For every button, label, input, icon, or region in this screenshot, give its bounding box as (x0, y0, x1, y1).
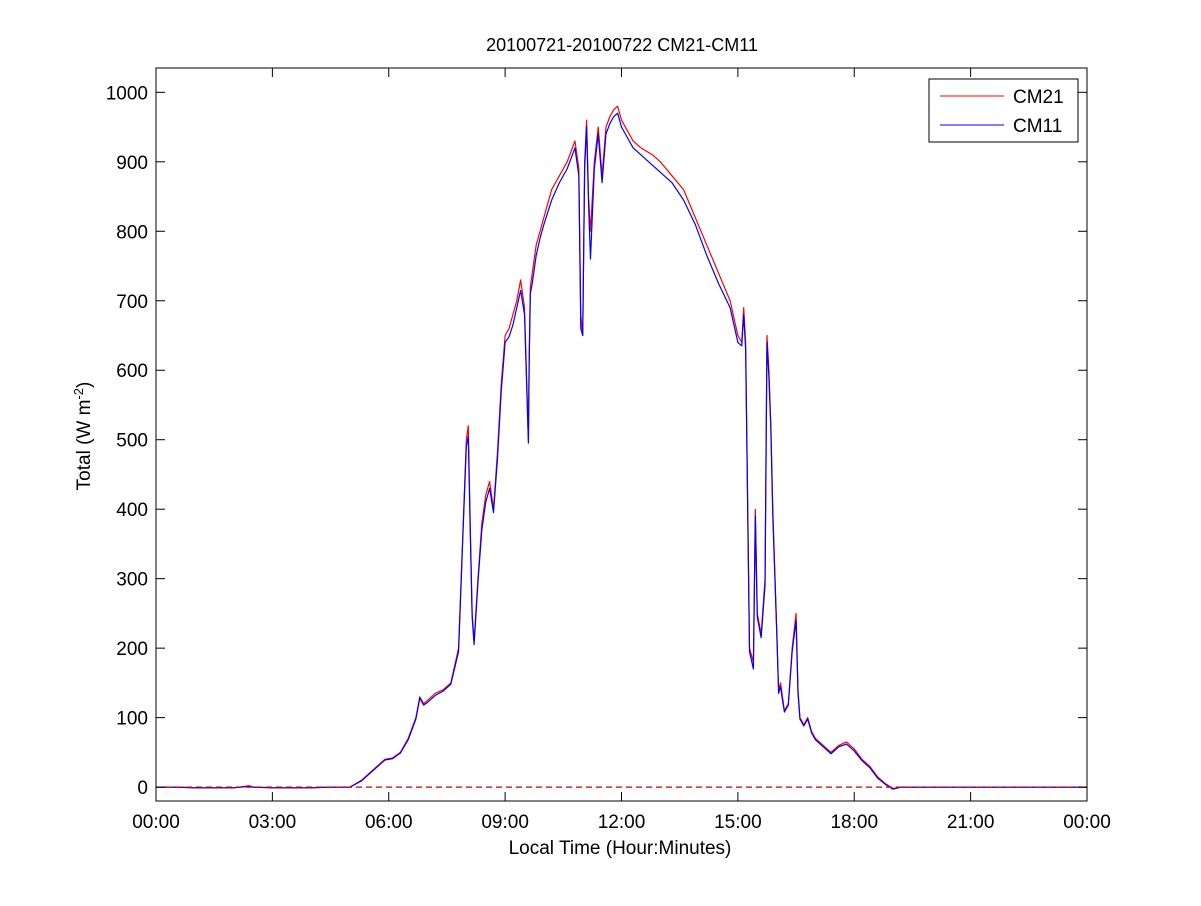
y-tick-label: 500 (116, 431, 148, 452)
x-tick-label: 12:00 (598, 812, 646, 833)
legend-label-cm11: CM11 (1013, 116, 1062, 137)
y-axis-label-close: ) (74, 382, 95, 388)
x-tick-label: 21:00 (947, 812, 995, 833)
legend: CM21 CM11 (928, 78, 1079, 143)
y-axis-label-superscript: -2 (71, 388, 86, 400)
y-tick-label: 200 (116, 639, 148, 660)
y-tick-label: 900 (116, 153, 148, 174)
x-tick-label: 09:00 (481, 812, 529, 833)
x-tick-label: 15:00 (714, 812, 762, 833)
plot-layer: 00:00 03:00 06:00 09:00 12:00 15:00 18:00 21:00… (106, 67, 1111, 833)
y-axis-label: Total (W m-2) (71, 382, 95, 491)
chart-title: 20100721-20100722 CM21-CM11 (486, 35, 758, 55)
legend-box (928, 78, 1079, 143)
y-tick-label: 400 (116, 500, 148, 521)
series-line-cm11 (156, 112, 1087, 790)
x-tick-label: 03:00 (249, 812, 297, 833)
y-tick-label: 0 (137, 778, 148, 799)
y-axis-label-main: Total (W m (74, 400, 95, 491)
series-line-cm21 (156, 105, 1087, 790)
y-tick-label: 100 (116, 709, 148, 730)
y-tick-label: 300 (116, 570, 148, 591)
y-tick-label: 1000 (106, 83, 148, 104)
y-tick-label: 600 (116, 361, 148, 382)
x-tick-label: 00:00 (1063, 812, 1111, 833)
x-tick-label: 06:00 (365, 812, 413, 833)
y-tick-label: 700 (116, 292, 148, 313)
y-tick-label: 800 (116, 222, 148, 243)
legend-label-cm21: CM21 (1013, 87, 1064, 108)
x-tick-label: 00:00 (132, 812, 180, 833)
x-axis-label: Local Time (Hour:Minutes) (509, 838, 732, 859)
x-tick-label: 18:00 (830, 812, 878, 833)
